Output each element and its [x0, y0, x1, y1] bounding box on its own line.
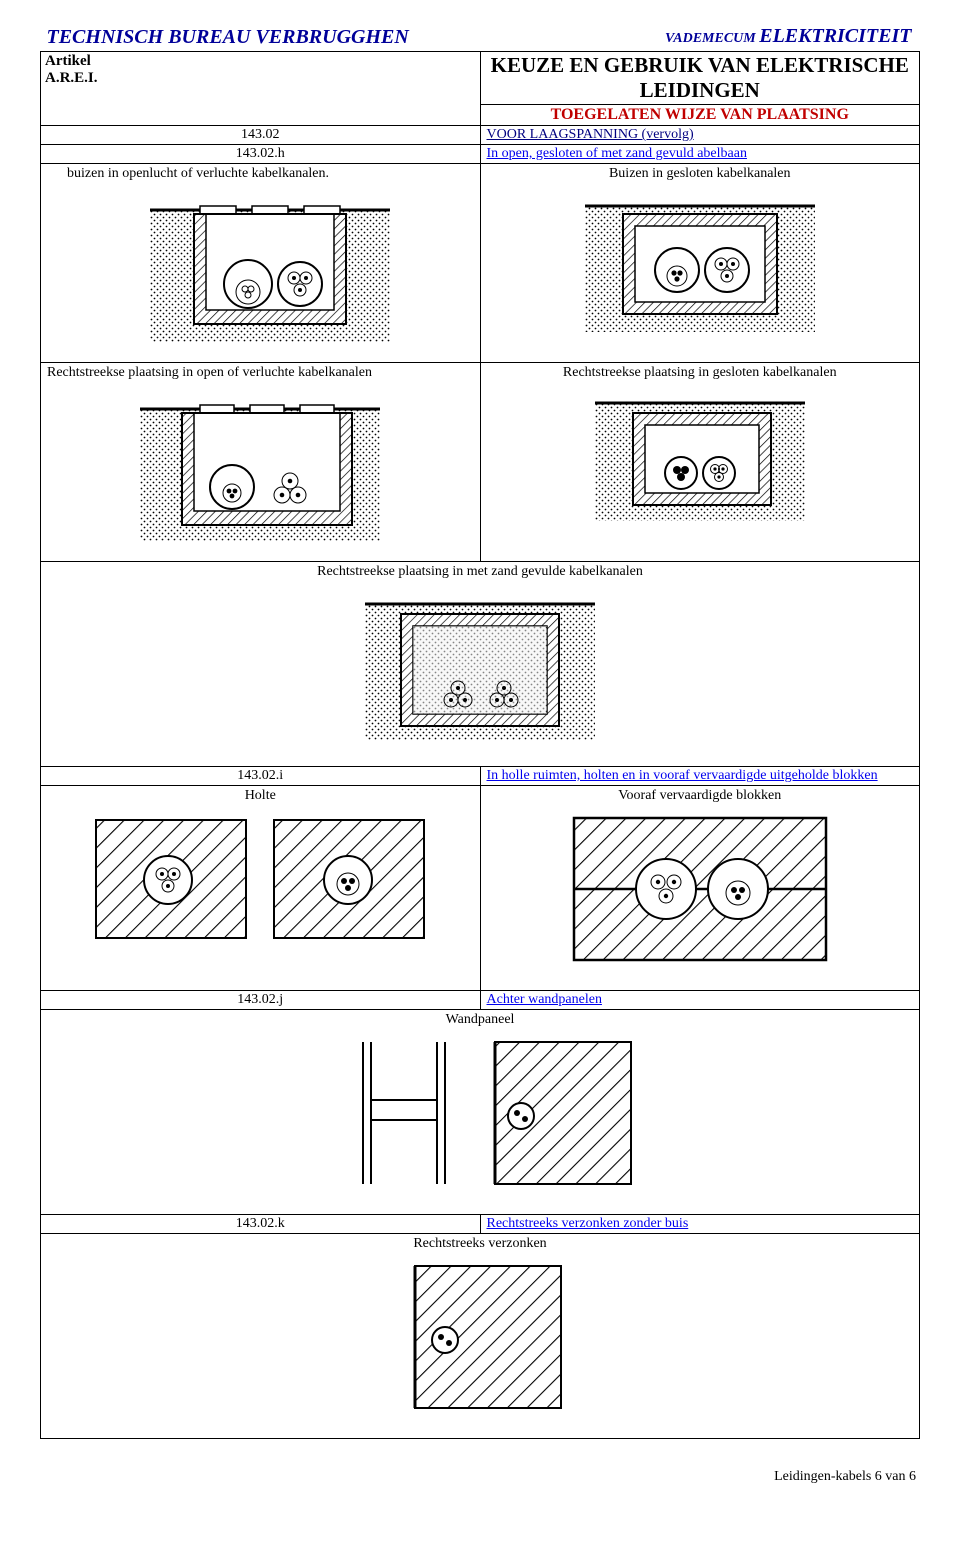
caption-verzonken: Rechtstreeks verzonken — [413, 1236, 546, 1251]
text-143-02-h: In open, gesloten of met zand gevuld abe… — [487, 146, 747, 161]
caption-holte: Holte — [245, 788, 276, 803]
code-143-02-k: 143.02.k — [41, 1215, 481, 1234]
document-title: KEUZE EN GEBRUIK VAN ELEKTRISCHE LEIDING… — [480, 52, 920, 105]
diagram-open-pipes — [150, 192, 390, 342]
arei-label: A.R.E.I. — [45, 70, 476, 87]
diagram-verzonken — [395, 1262, 565, 1412]
text-143-02-k: Rechtstreeks verzonken zonder buis — [487, 1216, 689, 1231]
document-subtitle: TOEGELATEN WIJZE VAN PLAATSING — [480, 105, 920, 126]
diagram-sand-filled — [365, 590, 595, 740]
code-143-02-j: 143.02.j — [41, 991, 481, 1010]
vademecum-topic-text: ELEKTRICITEIT — [759, 25, 911, 47]
caption-direct-closed: Rechtstreekse plaatsing in gesloten kabe… — [563, 365, 837, 380]
code-143-02: 143.02 — [41, 126, 481, 145]
code-143-02-h: 143.02.h — [41, 145, 481, 164]
diagram-wandpaneel — [325, 1038, 635, 1188]
diagram-direct-closed — [595, 391, 805, 521]
caption-direct-open: Rechtstreekse plaatsing in open of verlu… — [47, 365, 372, 380]
diagram-blokken — [570, 814, 830, 964]
vademecum-label: VADEMECUM — [665, 31, 756, 46]
diagram-holte — [90, 814, 430, 944]
page-footer: Leidingen-kabels 6 van 6 — [40, 1439, 920, 1485]
text-143-02: VOOR LAAGSPANNING (vervolg) — [487, 127, 694, 142]
caption-blokken: Vooraf vervaardigde blokken — [618, 788, 781, 803]
company-name: TECHNISCH BUREAU VERBRUGGHEN — [47, 26, 409, 48]
code-143-02-i: 143.02.i — [41, 767, 481, 786]
caption-closed-buizen: Buizen in gesloten kabelkanalen — [609, 166, 791, 181]
text-143-02-j: Achter wandpanelen — [487, 992, 602, 1007]
document-table: TECHNISCH BUREAU VERBRUGGHEN VADEMECUM E… — [40, 24, 920, 1439]
text-143-02-i: In holle ruimten, holten en in vooraf ve… — [487, 768, 878, 783]
caption-wandpaneel: Wandpaneel — [446, 1012, 515, 1027]
diagram-closed-pipes — [585, 192, 815, 332]
artikel-label: Artikel — [45, 53, 476, 70]
caption-open-buizen: buizen in openlucht of verluchte kabelka… — [67, 166, 329, 181]
caption-sand-filled: Rechtstreekse plaatsing in met zand gevu… — [317, 564, 643, 579]
diagram-direct-open — [140, 391, 380, 541]
